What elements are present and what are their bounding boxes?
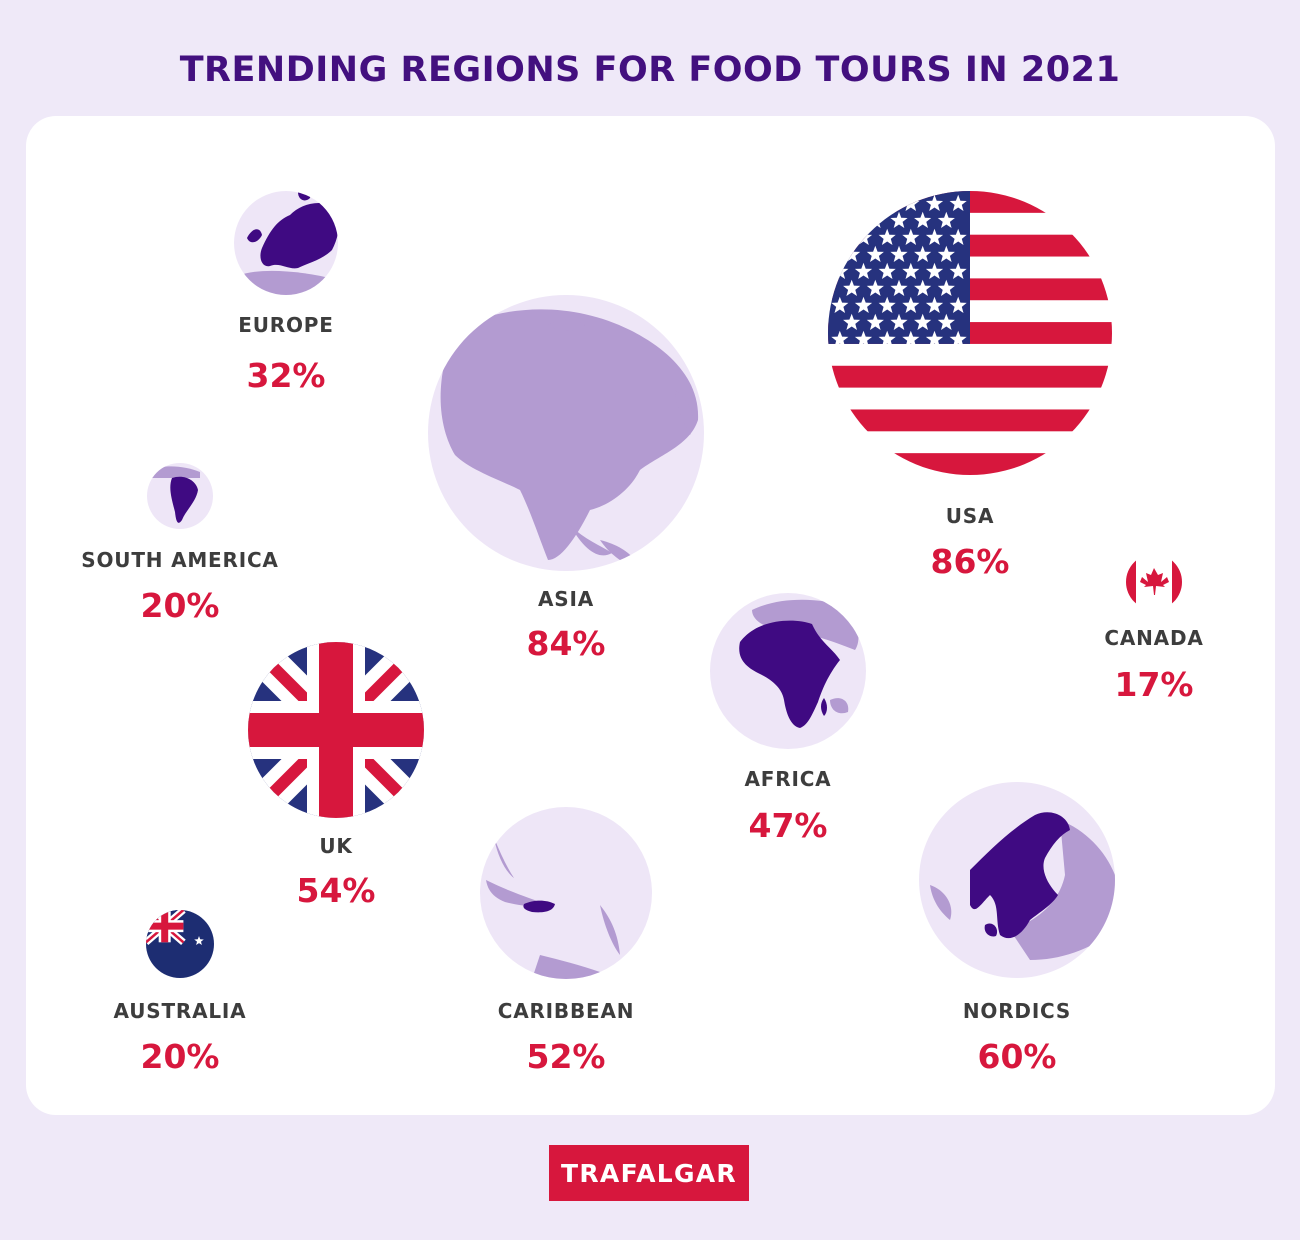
canada-flag-icon	[1126, 554, 1182, 610]
region-label-canada: CANADA	[1104, 626, 1204, 650]
undefined	[234, 191, 338, 295]
undefined	[710, 593, 866, 749]
region-label-uk: UK	[319, 834, 353, 858]
region-label-usa: USA	[945, 504, 995, 528]
region-value-europe: 32%	[246, 356, 326, 395]
region-value-uk: 54%	[296, 871, 376, 910]
region-label-europe: EUROPE	[238, 313, 334, 337]
australia-flag-icon	[146, 910, 214, 978]
region-label-south-america: SOUTH AMERICA	[81, 548, 279, 572]
region-value-canada: 17%	[1114, 665, 1194, 704]
chart-title: TRENDING REGIONS FOR FOOD TOURS IN 2021	[179, 50, 1121, 90]
region-label-asia: ASIA	[537, 587, 595, 611]
uk-flag-icon	[248, 642, 424, 818]
region-value-nordics: 60%	[977, 1037, 1057, 1076]
usa-flag-icon	[828, 191, 1112, 475]
region-label-africa: AFRICA	[744, 767, 832, 791]
trafalgar-logo: TRAFALGAR	[549, 1145, 749, 1201]
region-value-caribbean: 52%	[526, 1037, 606, 1076]
region-label-australia: AUSTRALIA	[113, 999, 247, 1023]
undefined	[480, 807, 652, 979]
region-label-caribbean: CARIBBEAN	[497, 999, 635, 1023]
region-label-nordics: NORDICS	[962, 999, 1072, 1023]
region-value-south-america: 20%	[140, 586, 220, 625]
region-value-australia: 20%	[140, 1037, 220, 1076]
region-value-asia: 84%	[526, 624, 606, 663]
undefined	[919, 782, 1115, 978]
region-value-usa: 86%	[930, 542, 1010, 581]
undefined	[428, 295, 704, 571]
region-value-africa: 47%	[748, 806, 828, 845]
undefined	[147, 463, 213, 529]
